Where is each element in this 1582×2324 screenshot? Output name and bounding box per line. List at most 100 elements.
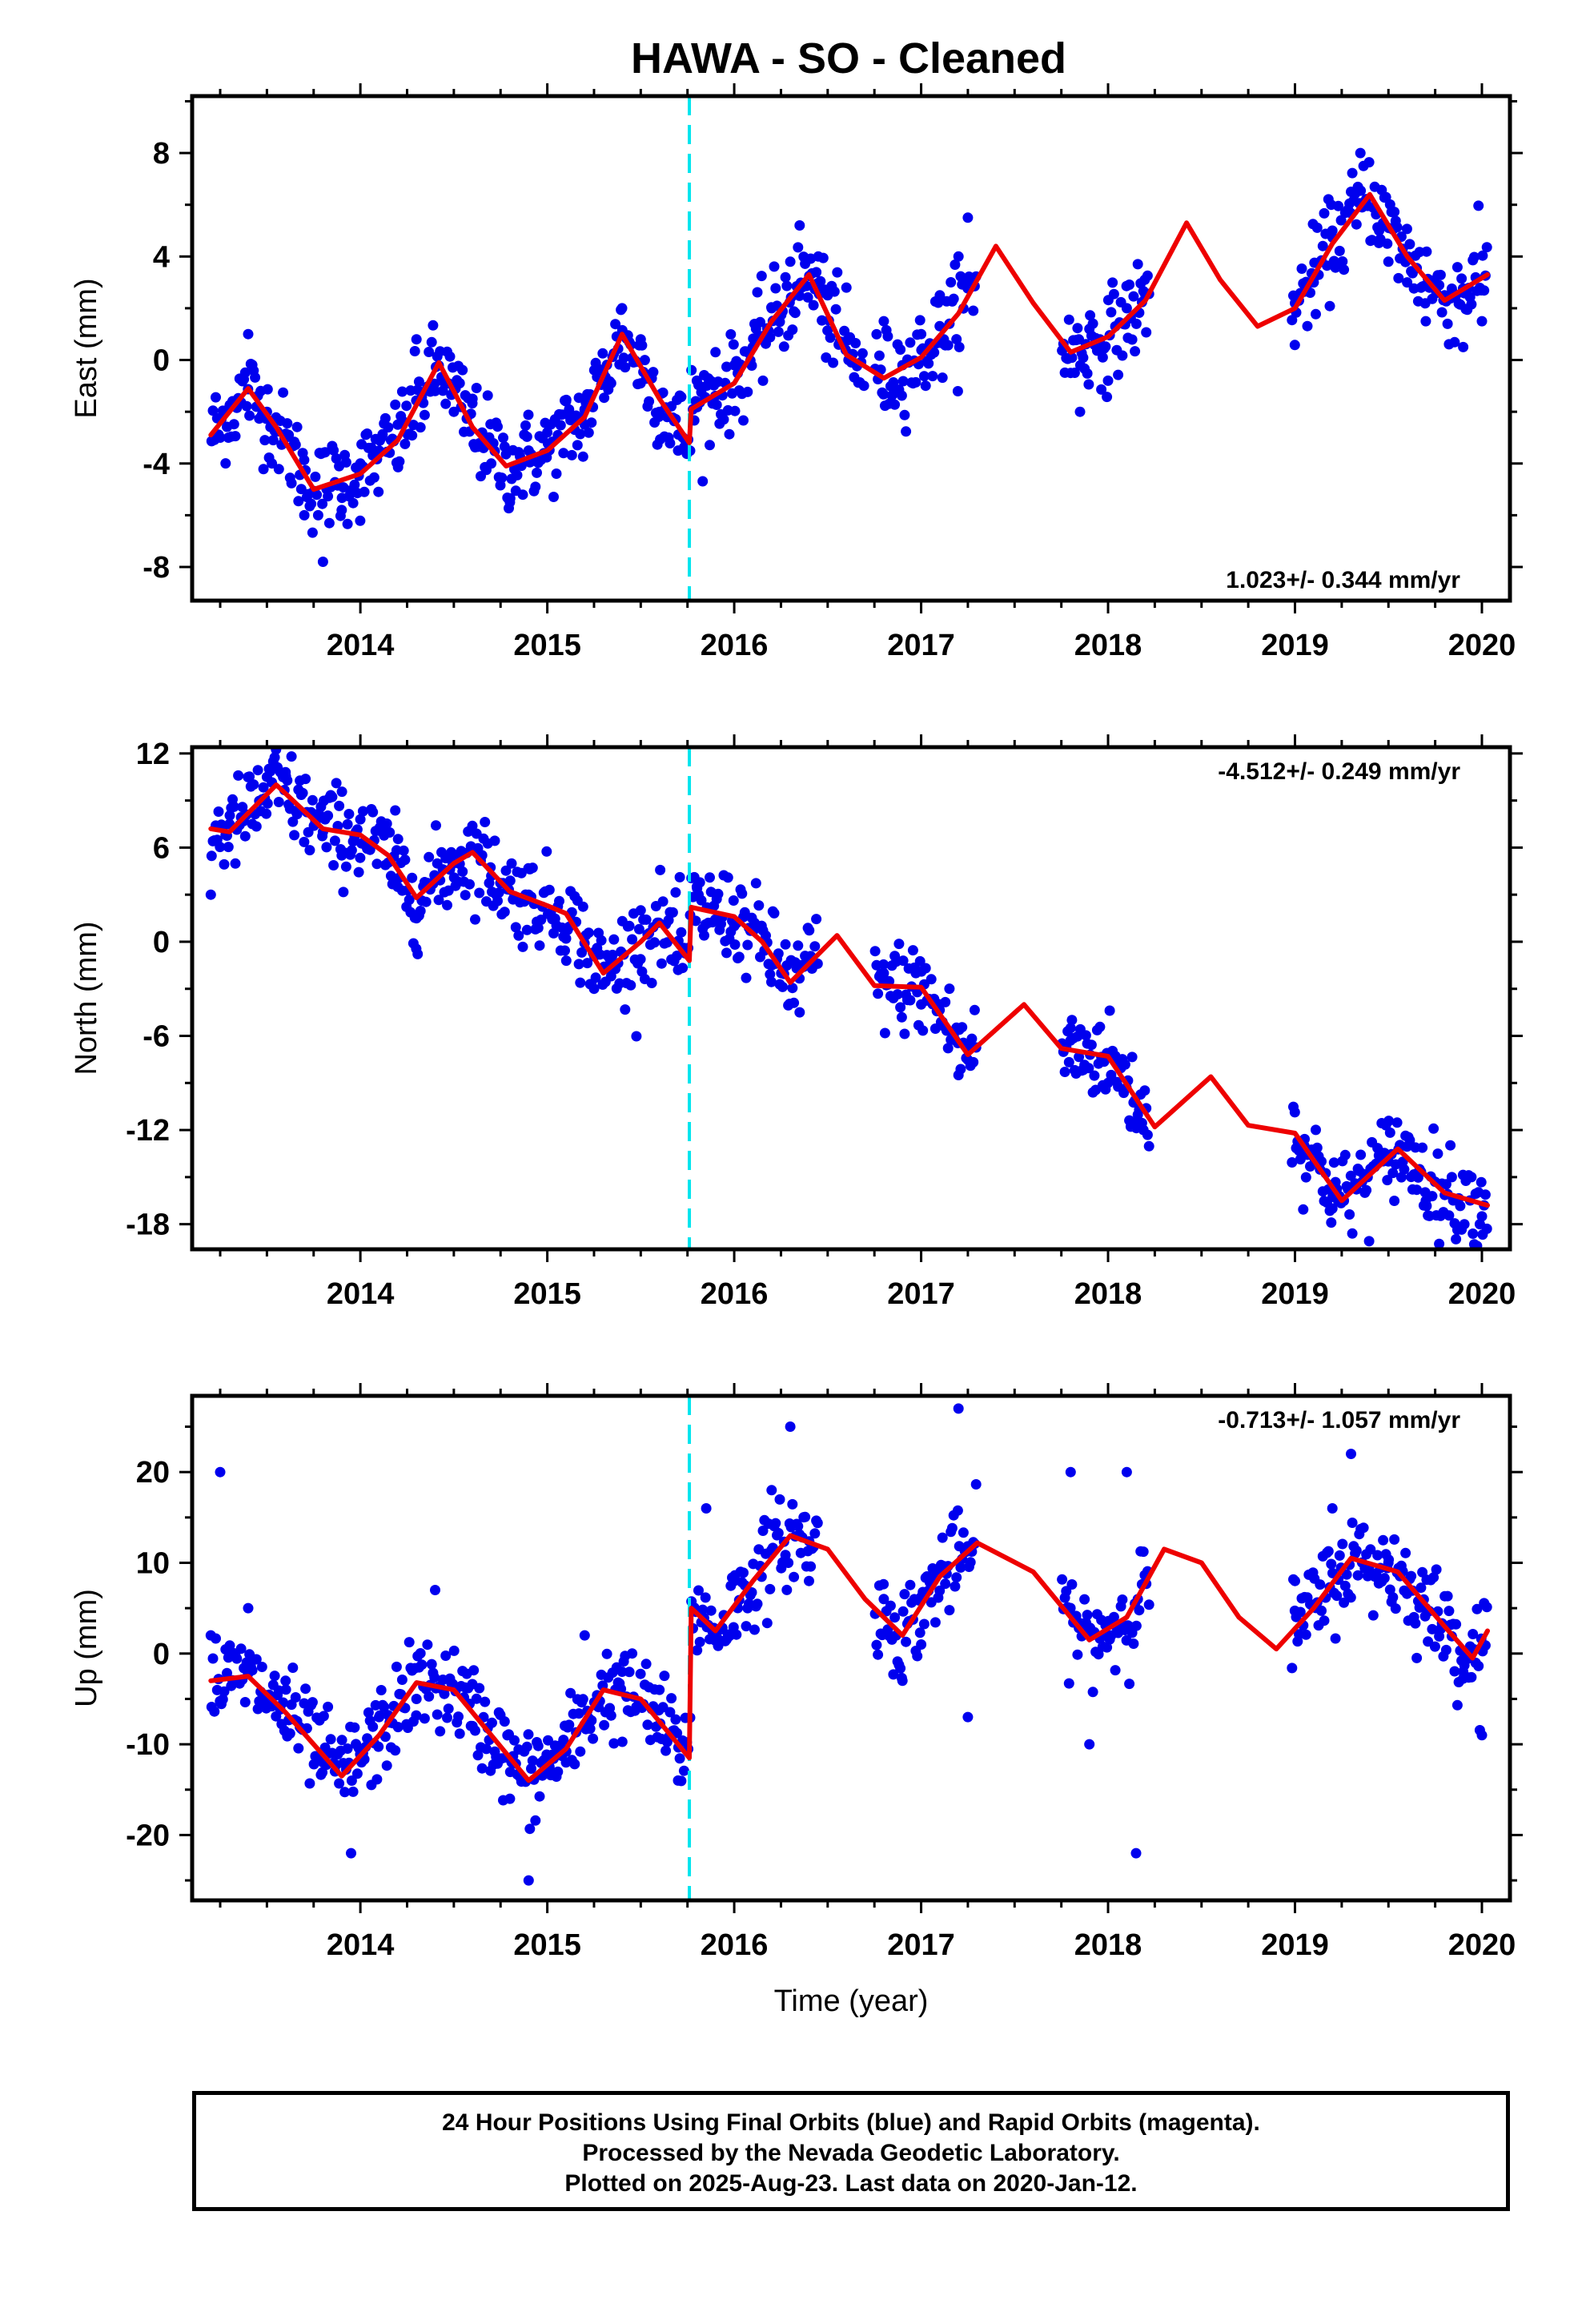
data-point bbox=[962, 1711, 974, 1723]
data-point bbox=[442, 1712, 452, 1723]
data-point bbox=[1476, 316, 1488, 327]
data-point bbox=[1393, 272, 1404, 283]
data-point bbox=[1121, 303, 1132, 314]
data-point bbox=[1121, 1466, 1132, 1478]
plot-area bbox=[206, 96, 1492, 601]
y-tick-label: -20 bbox=[126, 1819, 170, 1852]
x-ticks: 2014 2015 2016 2017 2018 2019 2020 bbox=[219, 734, 1516, 1311]
data-point bbox=[639, 355, 650, 366]
y-tick-label: -6 bbox=[143, 1020, 170, 1054]
data-point bbox=[323, 810, 334, 821]
data-point bbox=[649, 937, 661, 948]
data-point bbox=[334, 800, 345, 811]
data-point bbox=[551, 468, 562, 479]
data-point bbox=[656, 958, 667, 969]
data-point bbox=[1476, 1730, 1488, 1741]
data-point bbox=[392, 834, 404, 845]
data-point bbox=[808, 300, 819, 311]
data-point bbox=[1477, 250, 1488, 261]
data-point bbox=[355, 852, 366, 863]
data-point bbox=[1334, 245, 1345, 256]
data-point bbox=[729, 405, 741, 416]
data-point bbox=[1337, 256, 1348, 267]
data-point bbox=[384, 827, 396, 838]
data-point bbox=[432, 1709, 443, 1720]
data-point bbox=[694, 1636, 705, 1647]
data-point bbox=[1124, 279, 1135, 290]
data-point bbox=[1452, 1699, 1463, 1711]
data-point bbox=[657, 896, 669, 907]
data-point bbox=[897, 1606, 909, 1617]
data-point bbox=[586, 1715, 597, 1726]
data-point bbox=[1456, 273, 1468, 284]
data-point bbox=[869, 946, 881, 957]
data-point bbox=[577, 1694, 588, 1705]
data-point bbox=[804, 1575, 814, 1586]
data-point bbox=[1383, 256, 1394, 267]
data-point bbox=[822, 290, 833, 301]
data-point bbox=[381, 818, 392, 829]
data-point bbox=[1445, 1140, 1456, 1151]
data-point bbox=[215, 842, 226, 853]
data-point bbox=[635, 1668, 646, 1679]
data-point bbox=[239, 830, 251, 842]
data-point bbox=[336, 1735, 347, 1746]
data-point bbox=[442, 899, 452, 911]
data-point bbox=[926, 974, 937, 985]
data-point bbox=[1442, 1590, 1453, 1602]
data-point bbox=[951, 334, 962, 345]
data-point bbox=[329, 835, 340, 846]
data-point bbox=[895, 1002, 906, 1013]
data-point bbox=[1317, 240, 1328, 251]
data-point bbox=[534, 940, 545, 951]
data-point bbox=[1431, 1564, 1442, 1575]
x-tick-label: 2019 bbox=[1261, 1277, 1329, 1311]
data-point bbox=[1324, 300, 1335, 312]
data-point bbox=[287, 1663, 299, 1673]
data-point bbox=[1390, 1603, 1401, 1614]
data-point bbox=[291, 809, 303, 820]
plot-area bbox=[205, 1396, 1492, 1900]
data-point bbox=[355, 814, 366, 825]
data-point bbox=[243, 1602, 254, 1614]
data-point bbox=[247, 1665, 258, 1676]
data-point bbox=[934, 320, 946, 332]
y-ticks: -18 -12 -6 0 6 12 bbox=[126, 738, 1523, 1242]
data-point bbox=[1389, 207, 1400, 218]
data-point bbox=[739, 907, 750, 918]
data-point bbox=[711, 400, 722, 410]
data-point bbox=[207, 1653, 219, 1664]
data-point bbox=[588, 983, 600, 995]
data-point bbox=[228, 419, 239, 430]
x-tick-label: 2019 bbox=[1261, 1928, 1329, 1962]
data-point bbox=[1383, 1116, 1395, 1127]
y-tick-label: 4 bbox=[153, 240, 170, 274]
data-point bbox=[738, 415, 749, 426]
data-point bbox=[955, 271, 966, 282]
data-point bbox=[496, 472, 508, 484]
data-point bbox=[573, 959, 584, 970]
data-point bbox=[422, 1639, 433, 1651]
north-panel: 2014 2015 2016 2017 2018 2019 2020 -18 -12 -6 0 6 12… bbox=[70, 734, 1523, 1311]
data-point bbox=[802, 292, 813, 303]
data-point bbox=[357, 806, 368, 817]
data-point bbox=[757, 375, 769, 386]
footer-line-1: 24 Hour Positions Using Final Orbits (bl… bbox=[442, 2109, 1260, 2136]
data-point bbox=[946, 277, 957, 287]
model-fit-line bbox=[208, 782, 1490, 1208]
data-point bbox=[787, 983, 798, 994]
y-tick-label: 12 bbox=[136, 738, 170, 771]
data-point bbox=[625, 979, 636, 991]
data-point bbox=[673, 1775, 684, 1786]
data-point bbox=[325, 1734, 336, 1745]
data-point bbox=[1143, 1140, 1154, 1152]
data-point bbox=[1117, 350, 1128, 361]
data-point bbox=[379, 1702, 390, 1712]
data-point bbox=[443, 1703, 454, 1715]
data-point bbox=[1361, 1184, 1372, 1196]
data-point bbox=[206, 850, 217, 862]
x-tick-label: 2020 bbox=[1448, 1277, 1516, 1311]
data-point bbox=[793, 242, 804, 253]
data-point bbox=[219, 1686, 230, 1697]
data-point bbox=[1130, 346, 1141, 357]
